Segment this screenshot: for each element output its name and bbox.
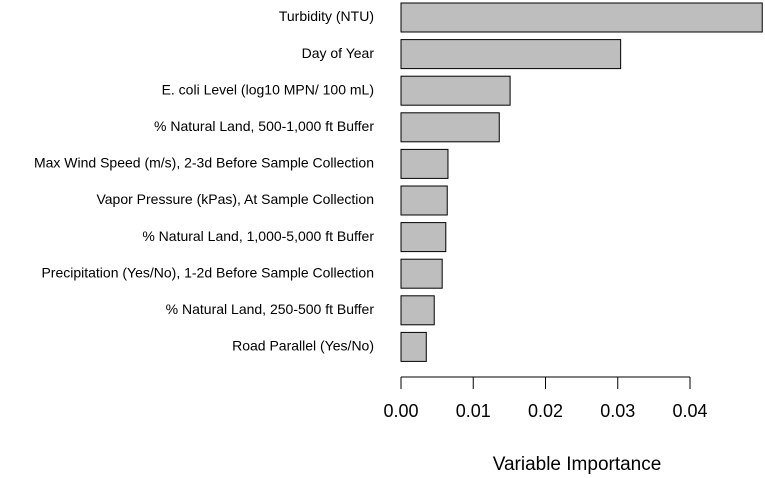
x-tick-label: 0.00 [383, 401, 418, 421]
y-tick-label: Max Wind Speed (m/s), 2-3d Before Sample… [34, 155, 374, 171]
bar [400, 39, 622, 70]
x-tick-label: 0.01 [456, 401, 491, 421]
bar [400, 222, 447, 253]
x-tick-label: 0.02 [528, 401, 563, 421]
y-tick-label: Vapor Pressure (kPas), At Sample Collect… [96, 191, 374, 207]
y-tick-label: Precipitation (Yes/No), 1-2d Before Samp… [41, 264, 374, 280]
bar [400, 75, 511, 106]
y-tick-label: Turbidity (NTU) [279, 8, 374, 24]
bar [400, 185, 448, 216]
bar [400, 331, 427, 362]
y-tick-label: % Natural Land, 1,000-5,000 ft Buffer [142, 228, 374, 244]
bar [400, 258, 443, 289]
bar [400, 2, 763, 33]
bar [400, 148, 449, 179]
y-tick-label: Day of Year [302, 45, 375, 61]
y-tick-label: % Natural Land, 250-500 ft Buffer [166, 301, 375, 317]
bar [400, 112, 500, 143]
x-tick-label: 0.03 [600, 401, 635, 421]
x-tick-label: 0.04 [672, 401, 707, 421]
y-tick-label: E. coli Level (log10 MPN/ 100 mL) [162, 81, 374, 97]
bar [400, 295, 435, 326]
x-axis-label: Variable Importance [493, 454, 662, 475]
y-tick-label: % Natural Land, 500-1,000 ft Buffer [154, 118, 374, 134]
y-tick-label: Road Parallel (Yes/No) [232, 338, 374, 354]
